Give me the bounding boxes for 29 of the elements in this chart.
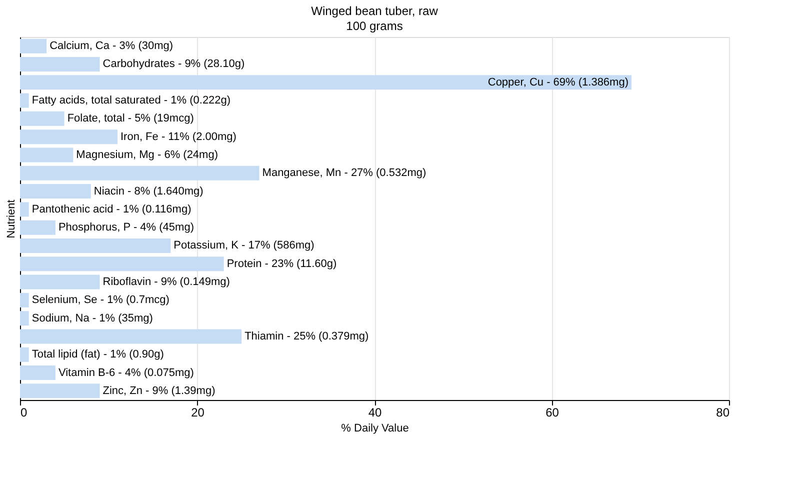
x-tick-label: 80: [716, 406, 730, 420]
y-tick-label: Riboflavin - 9% (0.149mg): [102, 276, 230, 288]
y-tick-label: Copper, Cu - 69% (1.386mg): [488, 76, 629, 88]
y-tick-label: Total lipid (fat) - 1% (0.90g): [32, 348, 164, 361]
y-tick-label: Magnesium, Mg - 6% (24mg): [76, 148, 218, 161]
y-tick-label: Vitamin B-6 - 4% (0.075mg): [58, 366, 194, 379]
y-tick-label: Pantothenic acid - 1% (0.116mg): [32, 203, 192, 216]
y-tick-label: Selenium, Se - 1% (0.7mcg): [32, 294, 170, 306]
y-tick-label: Phosphorus, P - 4% (45mg): [58, 222, 194, 234]
x-tick-label: 60: [546, 406, 560, 420]
y-tick-label: Sodium, Na - 1% (35mg): [32, 312, 153, 324]
x-tick-label: 40: [368, 406, 382, 420]
y-tick-label: Manganese, Mn - 27% (0.532mg): [262, 167, 426, 180]
y-tick-label: Potassium, K - 17% (586mg): [174, 240, 314, 252]
y-tick-label: Carbohydrates - 9% (28.10g): [102, 58, 245, 70]
x-tick-label: 0: [20, 406, 28, 420]
y-tick-label: Zinc, Zn - 9% (1.39mg): [102, 384, 216, 397]
y-tick-label: Folate, total - 5% (19mcg): [67, 112, 194, 125]
chart-subtitle: 100 grams: [346, 19, 403, 33]
y-tick-label: Thiamin - 25% (0.379mg): [244, 330, 369, 342]
x-axis-title: % Daily Value: [341, 422, 409, 434]
y-tick-label: Iron, Fe - 11% (2.00mg): [120, 130, 236, 143]
y-tick-label: Protein - 23% (11.60g): [226, 258, 337, 270]
y-tick-label: Niacin - 8% (1.640mg): [94, 185, 204, 198]
y-tick-label: Calcium, Ca - 3% (30mg): [50, 40, 174, 52]
chart-title: Winged bean tuber, raw: [311, 4, 438, 18]
y-tick-label: Fatty acids, total saturated - 1% (0.222g): [32, 94, 231, 107]
x-tick-label: 20: [191, 406, 205, 420]
y-axis-title: Nutrient: [6, 200, 18, 238]
